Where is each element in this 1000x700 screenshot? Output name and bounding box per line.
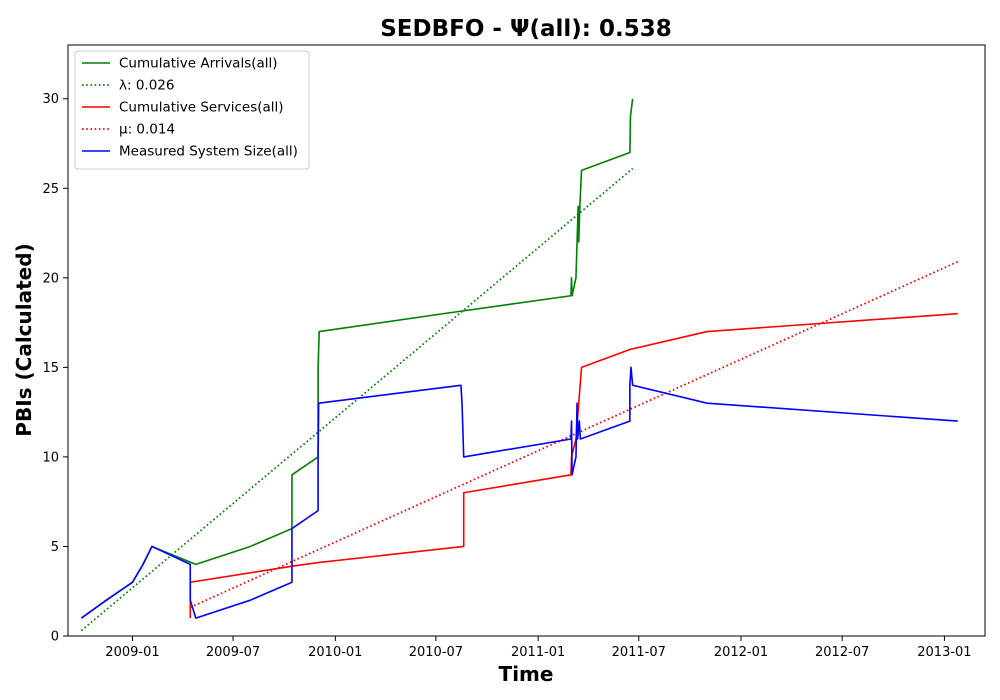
x-tick-label: 2009-01 (105, 645, 159, 660)
legend-label: Cumulative Arrivals(all) (119, 56, 278, 72)
x-tick-label: 2009-07 (206, 645, 260, 660)
x-tick-label: 2012-01 (714, 645, 768, 660)
legend-label: μ: 0.014 (119, 122, 175, 138)
y-tick-label: 0 (51, 630, 59, 645)
x-tick-label: 2010-07 (409, 645, 463, 660)
legend-label: λ: 0.026 (119, 78, 174, 94)
x-axis-title: Time (499, 662, 554, 686)
y-tick-label: 15 (42, 361, 59, 376)
y-tick-label: 20 (42, 271, 59, 286)
y-axis-title: PBIs (Calculated) (12, 243, 36, 436)
x-tick-label: 2012-07 (815, 645, 869, 660)
series-line-2 (80, 167, 634, 632)
series-line-1 (80, 98, 634, 619)
x-tick-label: 2011-07 (612, 645, 666, 660)
chart-title: SEDBFO - Ψ(all): 0.538 (380, 16, 672, 42)
x-tick-label: 2011-01 (511, 645, 565, 660)
y-axis-ticks: 0 5 10 15 20 25 30 (42, 92, 68, 645)
legend-label: Measured System Size(all) (119, 144, 298, 160)
series-line-5 (80, 366, 958, 619)
plot-lines (80, 98, 959, 632)
y-tick-label: 5 (51, 540, 59, 555)
legend: Cumulative Arrivals(all) λ: 0.026 Cumulati… (74, 50, 310, 170)
plot-frame (67, 44, 986, 637)
legend-box (74, 50, 310, 170)
x-tick-label: 2013-01 (917, 645, 971, 660)
y-tick-label: 30 (42, 92, 59, 107)
y-tick-label: 10 (42, 450, 59, 465)
x-axis-ticks: 2009-01 2009-07 2010-01 2010-07 2011-01 2011-… (105, 636, 972, 660)
legend-label: Cumulative Services(all) (119, 100, 284, 116)
y-tick-label: 25 (42, 182, 59, 197)
series-line-4 (189, 260, 959, 609)
x-tick-label: 2010-01 (308, 645, 362, 660)
